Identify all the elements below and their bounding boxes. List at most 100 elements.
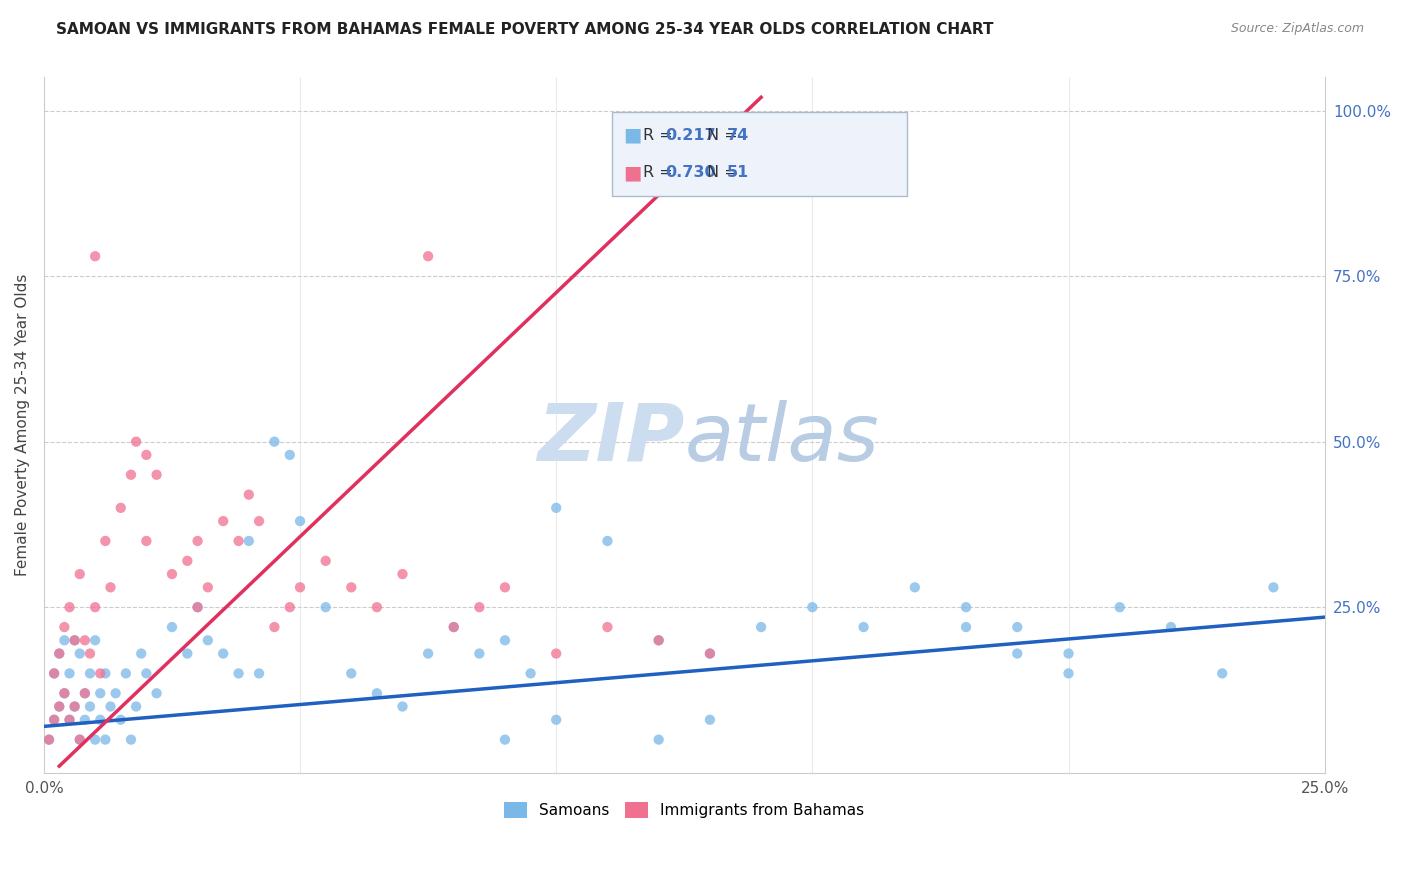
Point	[263, 620, 285, 634]
Point	[58, 666, 80, 681]
Text: Source: ZipAtlas.com: Source: ZipAtlas.com	[1230, 22, 1364, 36]
Point	[48, 699, 70, 714]
Point	[1211, 666, 1233, 681]
Point	[391, 567, 413, 582]
Point	[263, 434, 285, 449]
Point	[1057, 666, 1080, 681]
Point	[63, 633, 86, 648]
Point	[749, 620, 772, 634]
Point	[278, 448, 301, 462]
Point	[89, 666, 111, 681]
Point	[58, 713, 80, 727]
Point	[494, 732, 516, 747]
Point	[443, 620, 465, 634]
Point	[197, 633, 219, 648]
Point	[187, 600, 209, 615]
Point	[955, 600, 977, 615]
Point	[73, 686, 96, 700]
Point	[84, 633, 107, 648]
Point	[89, 713, 111, 727]
Point	[494, 580, 516, 594]
Point	[340, 580, 363, 594]
Point	[69, 732, 91, 747]
Text: 0.730: 0.730	[665, 165, 716, 180]
Point	[288, 514, 311, 528]
Point	[73, 713, 96, 727]
Point	[125, 434, 148, 449]
Point	[340, 666, 363, 681]
Point	[135, 666, 157, 681]
Point	[44, 666, 66, 681]
Point	[135, 448, 157, 462]
Text: atlas: atlas	[685, 400, 879, 478]
Point	[228, 666, 250, 681]
Point	[48, 699, 70, 714]
Point	[197, 580, 219, 594]
Point	[366, 600, 388, 615]
Point	[94, 666, 117, 681]
Text: ■: ■	[623, 126, 641, 145]
Point	[1007, 620, 1029, 634]
Legend: Samoans, Immigrants from Bahamas: Samoans, Immigrants from Bahamas	[498, 796, 870, 824]
Text: R =: R =	[643, 128, 678, 143]
Point	[546, 713, 568, 727]
Point	[120, 467, 142, 482]
Point	[48, 647, 70, 661]
Text: N =: N =	[707, 165, 744, 180]
Point	[73, 686, 96, 700]
Text: R =: R =	[643, 165, 678, 180]
Point	[176, 554, 198, 568]
Text: 0.217: 0.217	[665, 128, 716, 143]
Text: ZIP: ZIP	[537, 400, 685, 478]
Point	[63, 699, 86, 714]
Text: N =: N =	[707, 128, 744, 143]
Point	[84, 732, 107, 747]
Point	[546, 500, 568, 515]
Point	[160, 567, 183, 582]
Point	[53, 620, 76, 634]
Point	[288, 580, 311, 594]
Point	[69, 732, 91, 747]
Point	[115, 666, 138, 681]
Point	[187, 533, 209, 548]
Point	[904, 580, 927, 594]
Point	[187, 600, 209, 615]
Point	[1007, 647, 1029, 661]
Point	[145, 686, 167, 700]
Point	[100, 699, 122, 714]
Point	[546, 647, 568, 661]
Point	[53, 686, 76, 700]
Point	[852, 620, 875, 634]
Point	[176, 647, 198, 661]
Point	[1108, 600, 1130, 615]
Point	[79, 699, 101, 714]
Text: 51: 51	[727, 165, 749, 180]
Point	[596, 533, 619, 548]
Point	[212, 514, 235, 528]
Point	[38, 732, 60, 747]
Point	[53, 686, 76, 700]
Point	[247, 514, 270, 528]
Point	[416, 647, 439, 661]
Point	[801, 600, 824, 615]
Point	[278, 600, 301, 615]
Point	[468, 647, 491, 661]
Point	[94, 732, 117, 747]
Point	[53, 633, 76, 648]
Point	[69, 647, 91, 661]
Point	[94, 533, 117, 548]
Point	[596, 620, 619, 634]
Point	[38, 732, 60, 747]
Point	[1263, 580, 1285, 594]
Point	[129, 647, 152, 661]
Point	[110, 713, 132, 727]
Point	[315, 600, 337, 615]
Point	[443, 620, 465, 634]
Point	[647, 633, 669, 648]
Point	[69, 567, 91, 582]
Point	[110, 500, 132, 515]
Point	[44, 666, 66, 681]
Point	[120, 732, 142, 747]
Point	[63, 633, 86, 648]
Point	[104, 686, 127, 700]
